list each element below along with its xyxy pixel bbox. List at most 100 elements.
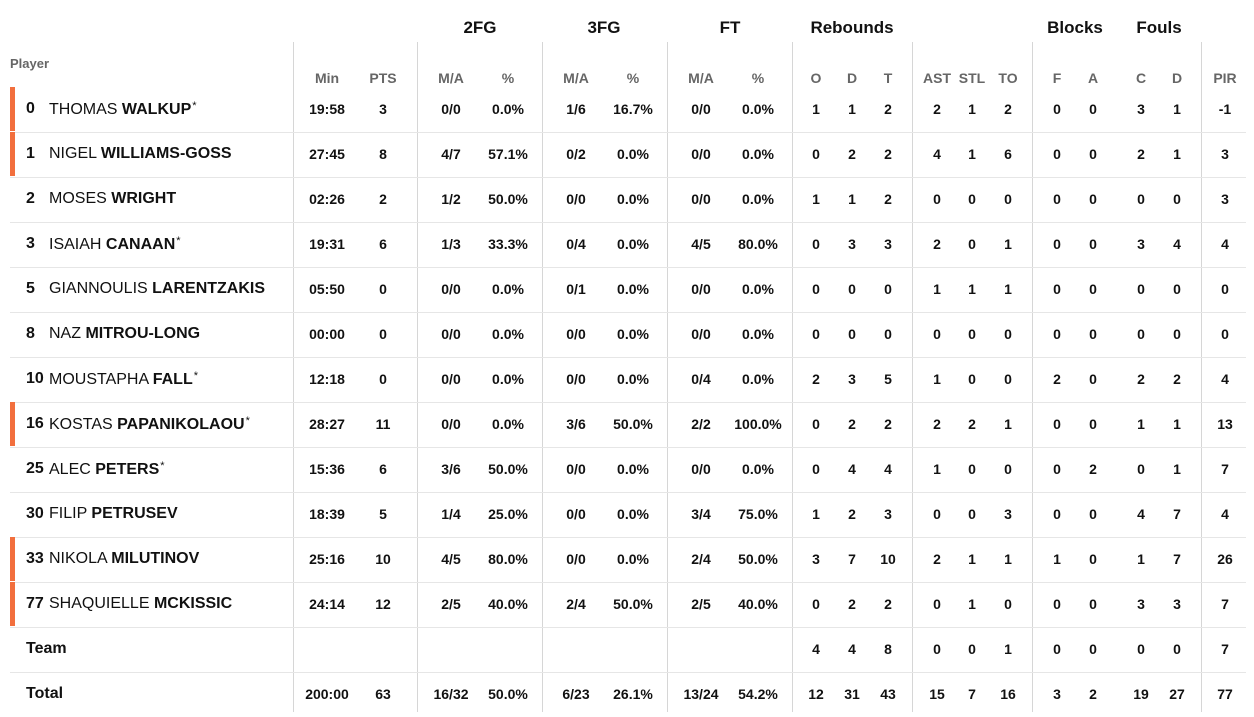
stat-cell: 2/5 xyxy=(441,596,461,612)
player-first-name: ISAIAH xyxy=(49,236,102,253)
stat-cell: 0 xyxy=(379,326,387,342)
stat-cell: 1 xyxy=(968,146,976,162)
stat-cell: -1 xyxy=(1218,101,1232,117)
stat-cell: 2 xyxy=(884,416,892,432)
stat-cell: 3 xyxy=(884,506,892,522)
stat-cell: 0 xyxy=(1137,191,1145,207)
stat-cell: 0 xyxy=(1053,596,1061,612)
player-row[interactable]: 10 MOUSTAPHA FALL* 12:18 0 0/0 0.0% 0/0 0.0% 0/4… xyxy=(10,357,1246,403)
stat-cell: 2 xyxy=(1137,146,1145,162)
column-divider xyxy=(667,42,668,712)
stat-cell: 40.0% xyxy=(738,596,778,612)
stat-cell: 4 xyxy=(1221,236,1229,252)
player-first-name: ALEC xyxy=(49,461,91,478)
stat-cell: 16 xyxy=(1000,686,1016,702)
starter-indicator xyxy=(10,582,15,626)
group-header-2fg: 2FG xyxy=(463,18,497,37)
star-icon: * xyxy=(193,370,199,382)
player-first-name: GIANNOULIS xyxy=(49,280,148,297)
column-divider xyxy=(1032,42,1033,712)
stat-cell: 3 xyxy=(1221,146,1229,162)
player-row[interactable]: 77 SHAQUIELLE MCKISSIC 24:14 12 2/5 40.0% 2/4 5… xyxy=(10,582,1246,628)
player-row[interactable]: 8 NAZ MITROU-LONG 00:00 0 0/0 0.0% 0/0 0.0% 0/0 0… xyxy=(10,312,1246,358)
column-header: D xyxy=(1171,70,1183,86)
stat-cell: 2 xyxy=(848,506,856,522)
stat-cell: 2/5 xyxy=(691,596,711,612)
player-row[interactable]: 33 NIKOLA MILUTINOV 25:16 10 4/5 80.0% 0/0 0.0%… xyxy=(10,537,1246,583)
column-divider xyxy=(912,42,913,712)
stat-cell: 0 xyxy=(848,326,856,342)
stat-cell: 6 xyxy=(1004,146,1012,162)
stat-cell: 7 xyxy=(968,686,976,702)
stat-cell: 7 xyxy=(1173,506,1181,522)
player-row[interactable]: 3 ISAIAH CANAAN* 19:31 6 1/3 33.3% 0/4 0.0% 4/5 8… xyxy=(10,222,1246,268)
stat-cell: 50.0% xyxy=(488,686,528,702)
player-row[interactable]: 2 MOSES WRIGHT 02:26 2 1/2 50.0% 0/0 0.0% 0/0 0.0… xyxy=(10,177,1246,223)
stat-cell: 0 xyxy=(1173,641,1181,657)
stat-cell: 0 xyxy=(1089,371,1097,387)
stat-cell: 4 xyxy=(812,641,820,657)
player-row[interactable]: 5 GIANNOULIS LARENTZAKIS 05:50 0 0/0 0.0% 0/1 0… xyxy=(10,267,1246,313)
player-name[interactable]: FILIP PETRUSEV xyxy=(49,505,178,523)
stat-cell: 2 xyxy=(933,236,941,252)
stat-cell: 3 xyxy=(1004,506,1012,522)
player-number: 1 xyxy=(26,145,35,162)
stat-cell: 1 xyxy=(1173,461,1181,477)
stat-cell: 0.0% xyxy=(742,326,774,342)
stat-cell: 1 xyxy=(968,551,976,567)
player-name[interactable]: MOSES WRIGHT xyxy=(49,190,176,208)
player-name[interactable]: KOSTAS PAPANIKOLAOU* xyxy=(49,415,250,434)
column-header: F xyxy=(1052,70,1062,86)
stat-cell: 3/4 xyxy=(691,506,711,522)
player-name[interactable]: NAZ MITROU-LONG xyxy=(49,325,200,343)
stat-cell: 50.0% xyxy=(613,596,653,612)
player-row[interactable]: 0 THOMAS WALKUP* 19:58 3 0/0 0.0% 1/6 16.7% 0/0 0… xyxy=(10,87,1246,133)
column-divider xyxy=(792,42,793,712)
player-name[interactable]: GIANNOULIS LARENTZAKIS xyxy=(49,280,265,298)
stat-cell: 1 xyxy=(968,101,976,117)
stat-cell: 1 xyxy=(1004,551,1012,567)
player-last-name: PETERS xyxy=(95,461,160,478)
star-icon: * xyxy=(160,460,165,472)
stat-cell: 50.0% xyxy=(613,416,653,432)
stat-cell: 18:39 xyxy=(309,506,345,522)
player-row[interactable]: 30 FILIP PETRUSEV 18:39 5 1/4 25.0% 0/0 0.0% 3/4… xyxy=(10,492,1246,538)
stat-cell: 1 xyxy=(1004,416,1012,432)
player-row[interactable]: 25 ALEC PETERS* 15:36 6 3/6 50.0% 0/0 0.0% 0/0 0.… xyxy=(10,447,1246,493)
stat-cell: 0.0% xyxy=(742,371,774,387)
stat-cell: 0/0 xyxy=(691,191,711,207)
group-header-3fg: 3FG xyxy=(587,18,621,37)
player-name[interactable]: ALEC PETERS* xyxy=(49,460,165,479)
stat-cell: 19:58 xyxy=(309,101,345,117)
stat-cell: 25.0% xyxy=(488,506,528,522)
player-row[interactable]: 16 KOSTAS PAPANIKOLAOU* 28:27 11 0/0 0.0% 3/6 5… xyxy=(10,402,1246,448)
star-icon: * xyxy=(192,100,197,112)
stat-cell: 16.7% xyxy=(613,101,653,117)
player-name[interactable]: ISAIAH CANAAN* xyxy=(49,235,181,254)
team-row: Team 4 4 8 0 0 1 0 0 0 0 7 xyxy=(10,627,1246,673)
stat-cell: 2 xyxy=(1004,101,1012,117)
stat-cell: 80.0% xyxy=(488,551,528,567)
column-header: % xyxy=(626,70,640,86)
stat-cell: 0 xyxy=(1137,281,1145,297)
stat-cell: 7 xyxy=(1221,596,1229,612)
stat-cell: 2 xyxy=(933,551,941,567)
player-name[interactable]: THOMAS WALKUP* xyxy=(49,100,197,119)
player-name[interactable]: NIKOLA MILUTINOV xyxy=(49,550,199,568)
stat-cell: 0/2 xyxy=(566,146,586,162)
player-name[interactable]: SHAQUIELLE MCKISSIC xyxy=(49,595,232,613)
stat-cell: 0 xyxy=(1173,326,1181,342)
stat-cell: 6 xyxy=(379,236,387,252)
player-name[interactable]: MOUSTAPHA FALL* xyxy=(49,370,198,389)
stat-cell: 3 xyxy=(1053,686,1061,702)
player-last-name: WALKUP xyxy=(121,101,192,118)
stat-cell: 50.0% xyxy=(488,461,528,477)
player-first-name: MOUSTAPHA xyxy=(49,371,149,388)
stat-cell: 3 xyxy=(848,371,856,387)
stat-cell: 0 xyxy=(1053,281,1061,297)
stat-cell: 2 xyxy=(884,101,892,117)
stat-cell: 0 xyxy=(1089,281,1097,297)
player-row[interactable]: 1 NIGEL WILLIAMS-GOSS 27:45 8 4/7 57.1% 0/2 0.0… xyxy=(10,132,1246,178)
stat-cell: 6/23 xyxy=(562,686,590,702)
player-name[interactable]: NIGEL WILLIAMS-GOSS xyxy=(49,145,232,163)
